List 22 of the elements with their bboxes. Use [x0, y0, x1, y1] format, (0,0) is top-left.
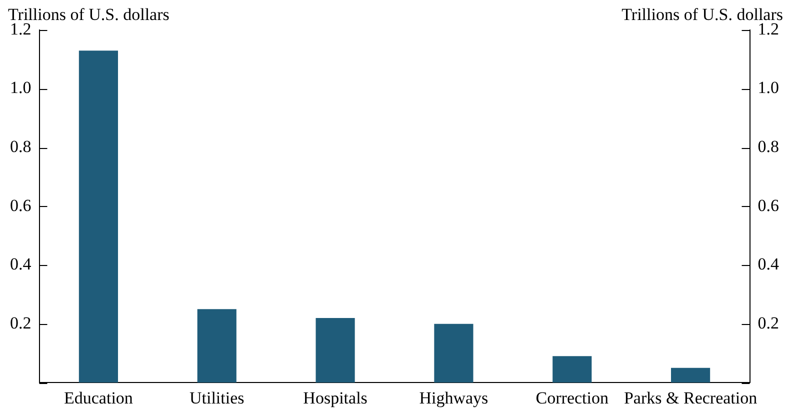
y2-tick-label: 1.0 — [758, 78, 779, 98]
bar — [552, 356, 592, 383]
y-tick-label: 0.6 — [10, 196, 32, 215]
y2-tick-label: 0.6 — [758, 196, 779, 215]
x-tick-label: Utilities — [189, 388, 244, 408]
y2-tick-label: 0.2 — [758, 313, 779, 332]
x-tick-label: Correction — [536, 388, 609, 408]
y-tick-label: 1.0 — [10, 78, 32, 98]
x-tick-label: Education — [64, 388, 134, 408]
y2-tick-label: 0.8 — [758, 137, 779, 156]
x-tick-label: Hospitals — [303, 388, 368, 408]
bar — [78, 50, 118, 383]
x-tick-label: Parks & Recreation — [624, 388, 758, 408]
y-tick-label: 0.8 — [10, 137, 32, 156]
bar — [197, 309, 236, 383]
y-tick-label: 0.2 — [10, 313, 32, 332]
bar — [316, 318, 355, 383]
x-tick-label: Highways — [419, 388, 488, 408]
bar — [671, 368, 710, 383]
bar — [434, 324, 474, 383]
y-tick-label: 0.4 — [10, 254, 32, 274]
y2-tick-label: 0.4 — [758, 254, 780, 274]
